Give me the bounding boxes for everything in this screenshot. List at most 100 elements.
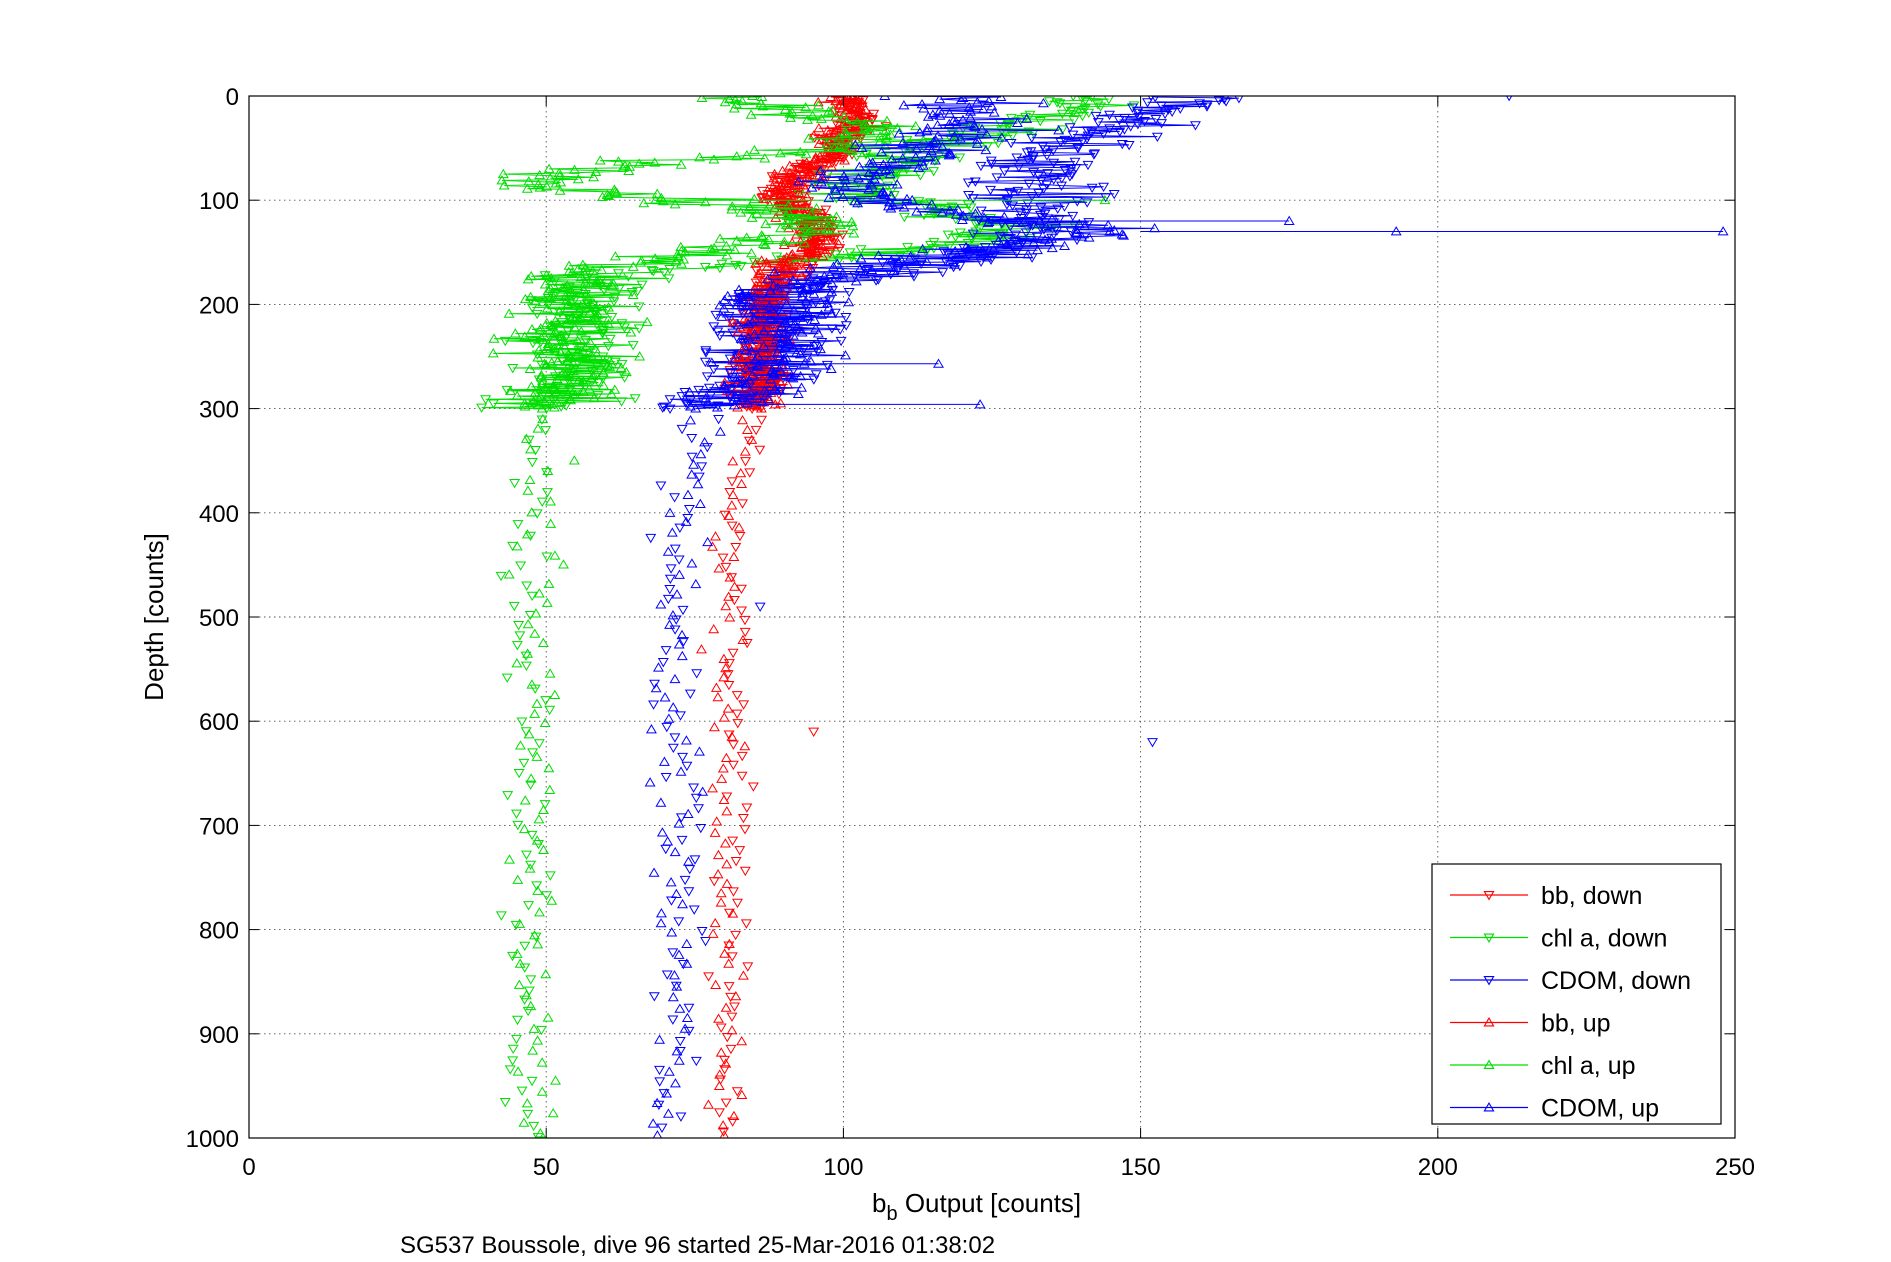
data-point (540, 426, 552, 436)
data-point (705, 243, 717, 254)
data-point (722, 670, 734, 680)
data-point (655, 917, 667, 928)
data-point (893, 128, 905, 138)
data-point (545, 319, 557, 330)
data-point (1156, 119, 1168, 129)
data-point (650, 194, 661, 205)
data-point (835, 336, 847, 347)
data-point (724, 366, 736, 376)
data-point (1048, 175, 1060, 185)
data-point (699, 196, 711, 207)
data-point (527, 1045, 539, 1055)
data-point (875, 188, 887, 198)
data-point (774, 384, 786, 394)
data-point (774, 337, 786, 347)
data-point (745, 247, 757, 258)
data-point (884, 168, 896, 179)
data-point (719, 838, 731, 848)
data-point (808, 288, 820, 298)
data-point (714, 233, 726, 243)
data-point (998, 211, 1010, 221)
data-point (802, 310, 814, 320)
data-point (985, 185, 997, 196)
data-point (980, 144, 992, 155)
data-point (834, 325, 846, 335)
data-point (740, 335, 752, 345)
data-point (708, 154, 720, 164)
data-point (594, 155, 606, 165)
data-point (934, 110, 946, 120)
data-point (724, 612, 736, 622)
data-point (719, 510, 731, 521)
data-point (545, 272, 557, 283)
data-point (868, 109, 880, 120)
data-point (749, 325, 761, 335)
data-point (831, 258, 843, 268)
data-point (529, 708, 541, 718)
data-point (837, 191, 849, 202)
data-point (677, 605, 689, 616)
data-point (554, 346, 566, 357)
data-point (812, 328, 824, 338)
data-point (983, 96, 995, 106)
data-point (1067, 130, 1079, 140)
data-point (546, 895, 558, 905)
data-point (854, 263, 866, 273)
data-point (733, 522, 745, 532)
data-point (528, 1121, 540, 1132)
data-point (776, 320, 788, 331)
data-point (519, 401, 531, 411)
data-point (523, 986, 535, 996)
data-point (1020, 228, 1032, 238)
data-point (1220, 97, 1232, 107)
data-point (708, 242, 720, 253)
data-point (627, 341, 639, 351)
data-point (682, 489, 694, 499)
data-point (752, 351, 764, 361)
data-point (793, 189, 805, 200)
data-point (737, 321, 749, 332)
data-point (604, 355, 616, 365)
data-point (569, 164, 581, 174)
data-point (727, 648, 739, 659)
data-point (735, 467, 747, 478)
grid (249, 96, 1735, 1138)
data-point (501, 385, 513, 396)
data-point (922, 122, 934, 133)
data-point (748, 304, 760, 314)
data-point (685, 415, 696, 425)
data-point (601, 360, 613, 370)
data-point (678, 637, 690, 647)
series-line (661, 96, 1239, 410)
data-point (1023, 179, 1035, 189)
data-point (513, 979, 525, 989)
data-point (898, 260, 910, 270)
data-point (943, 118, 955, 129)
data-point (519, 293, 531, 304)
data-point (654, 1034, 666, 1044)
data-point (667, 1015, 679, 1025)
data-point (629, 394, 641, 404)
data-point (1067, 211, 1079, 222)
data-point (719, 1130, 729, 1138)
data-point (686, 469, 698, 479)
data-point (775, 365, 786, 376)
data-point (898, 212, 910, 223)
data-point (755, 350, 767, 360)
data-point (683, 1003, 695, 1014)
data-point (596, 264, 608, 274)
data-point (684, 689, 696, 699)
data-point (756, 415, 768, 426)
data-point (750, 278, 762, 288)
legend-label: CDOM, up (1541, 1095, 1659, 1123)
data-point (528, 1023, 540, 1033)
data-point (1004, 120, 1016, 130)
data-point (649, 679, 661, 690)
data-point (735, 394, 747, 405)
data-point (947, 115, 959, 125)
data-point (833, 132, 845, 142)
x-tick-label: 200 (1418, 1154, 1458, 1181)
y-tick-label: 100 (199, 188, 239, 215)
data-point (727, 740, 739, 750)
data-point (514, 740, 526, 750)
